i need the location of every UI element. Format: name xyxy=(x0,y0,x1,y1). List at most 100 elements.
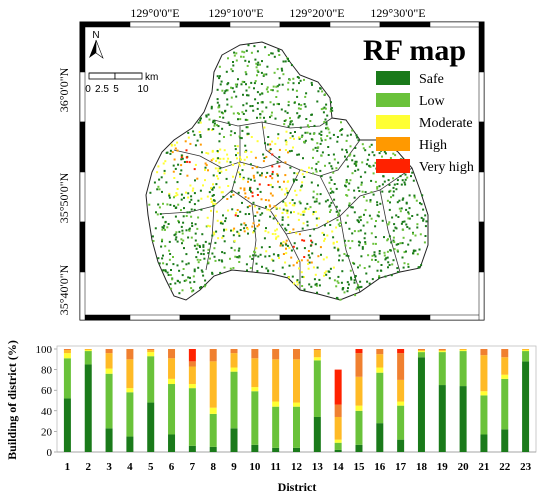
building-point xyxy=(212,128,215,131)
building-point xyxy=(330,107,333,109)
building-point xyxy=(183,207,185,210)
legend-label: Low xyxy=(419,94,446,109)
building-point xyxy=(236,112,239,115)
building-point xyxy=(360,183,363,186)
building-point xyxy=(264,255,267,258)
building-point xyxy=(230,130,233,133)
bar-segment xyxy=(438,351,446,353)
building-point xyxy=(300,185,303,188)
x-tick-label: 13 xyxy=(312,461,324,473)
building-point xyxy=(366,158,369,161)
building-point xyxy=(187,136,190,139)
frame-tick xyxy=(478,71,485,123)
building-point xyxy=(278,83,281,86)
building-point xyxy=(332,236,335,239)
building-point xyxy=(288,231,291,233)
building-point xyxy=(188,201,191,204)
building-point xyxy=(336,136,339,138)
building-point xyxy=(405,201,408,204)
building-point xyxy=(307,263,310,265)
building-point xyxy=(275,236,278,239)
building-point xyxy=(393,223,396,226)
bar-segment xyxy=(397,353,405,380)
building-point xyxy=(227,82,230,85)
building-point xyxy=(385,257,388,260)
building-point xyxy=(237,191,240,194)
building-point xyxy=(182,215,185,218)
building-point xyxy=(363,237,366,240)
building-point xyxy=(199,246,201,248)
building-point xyxy=(227,121,230,124)
building-point xyxy=(406,176,409,179)
building-point xyxy=(337,275,340,278)
building-point xyxy=(187,131,190,134)
building-point xyxy=(187,196,190,199)
building-point xyxy=(163,224,166,227)
building-point xyxy=(252,109,255,112)
building-point xyxy=(277,137,280,140)
building-point xyxy=(266,171,269,174)
frame-tick xyxy=(478,21,485,73)
building-point xyxy=(384,258,387,261)
bar-segment xyxy=(313,360,321,417)
building-point xyxy=(418,248,421,251)
building-point xyxy=(244,192,247,195)
building-point xyxy=(220,80,223,83)
building-point xyxy=(246,132,249,135)
building-point xyxy=(338,209,341,212)
building-point xyxy=(374,180,377,183)
building-point xyxy=(230,96,233,99)
building-point xyxy=(407,217,410,220)
building-point xyxy=(311,83,313,86)
building-point xyxy=(256,225,259,228)
building-point xyxy=(200,208,203,211)
building-point xyxy=(353,279,356,282)
building-point xyxy=(323,121,326,123)
building-point xyxy=(213,122,216,125)
building-point xyxy=(209,225,211,228)
building-point xyxy=(247,232,249,235)
building-point xyxy=(336,140,339,143)
building-point xyxy=(204,283,207,286)
building-point xyxy=(407,211,410,214)
building-point xyxy=(213,233,216,236)
building-point xyxy=(288,202,291,205)
building-point xyxy=(161,228,164,231)
building-point xyxy=(245,73,248,76)
building-point xyxy=(295,194,298,197)
building-point xyxy=(276,68,279,71)
building-point xyxy=(424,225,427,228)
building-point xyxy=(303,103,306,106)
building-point xyxy=(370,143,373,146)
building-point xyxy=(258,207,261,210)
building-point xyxy=(170,269,172,271)
building-point xyxy=(310,261,313,264)
bar-segment xyxy=(126,349,134,360)
building-point xyxy=(193,168,196,171)
building-point xyxy=(232,229,235,232)
building-point xyxy=(210,186,213,189)
building-point xyxy=(410,175,412,178)
building-point xyxy=(196,244,199,247)
building-point xyxy=(157,185,160,188)
building-point xyxy=(207,248,210,251)
building-point xyxy=(296,112,299,115)
building-point xyxy=(211,234,214,237)
building-point xyxy=(370,179,373,182)
building-point xyxy=(226,98,229,101)
building-point xyxy=(217,157,220,160)
building-point xyxy=(187,236,190,239)
building-point xyxy=(291,204,294,207)
bar-segment xyxy=(147,349,155,351)
building-point xyxy=(158,188,161,191)
building-point xyxy=(367,254,370,257)
building-point xyxy=(318,284,321,287)
building-point xyxy=(370,232,373,235)
building-point xyxy=(219,83,222,86)
building-point xyxy=(293,211,295,213)
building-point xyxy=(245,149,248,152)
bar-segment xyxy=(334,439,342,443)
building-point xyxy=(243,222,246,225)
building-point xyxy=(283,123,286,126)
building-point xyxy=(309,206,312,209)
